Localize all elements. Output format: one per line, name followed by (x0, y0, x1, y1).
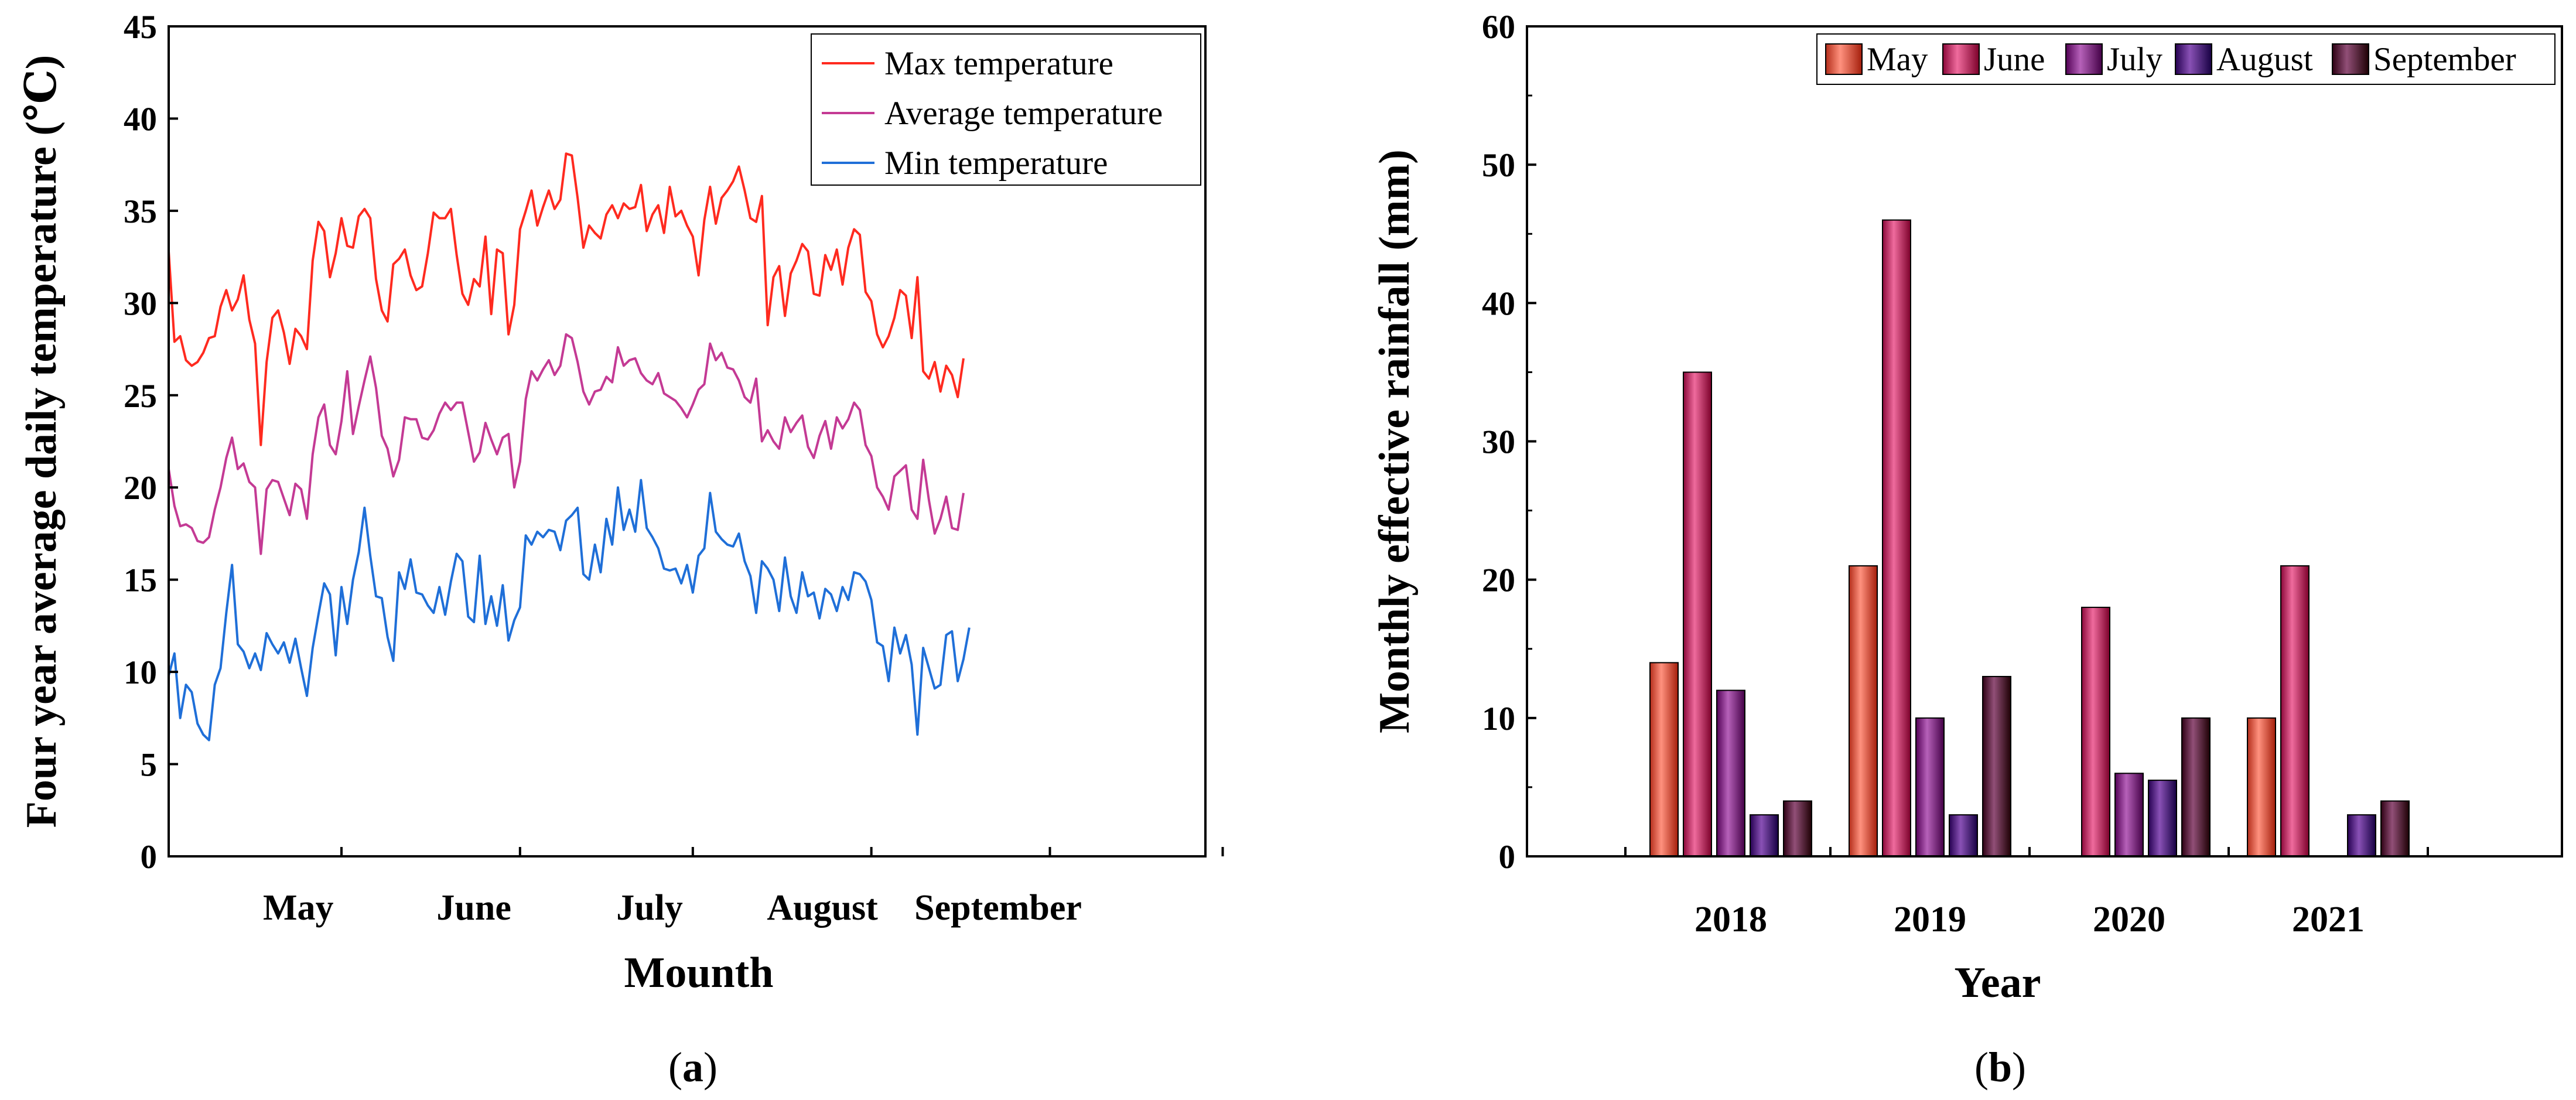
legend-swatch-september (2332, 43, 2369, 75)
legend-swatch-august (2175, 43, 2212, 75)
rainfall-bars (1649, 219, 2410, 858)
legend-label-may: May (1867, 41, 1928, 78)
month-label-may: May (263, 888, 334, 928)
legend-swatch-may (1825, 43, 1863, 75)
panel-a-month-labels: May June July August September (263, 888, 1082, 928)
year-label-2021: 2021 (2292, 900, 2365, 940)
year-label-2019: 2019 (1894, 900, 1966, 940)
bar-2019-september (1982, 675, 2011, 857)
y-tick-label: 45 (124, 9, 157, 46)
y-tick-label: 30 (124, 285, 157, 322)
panel-a-y-tick-labels: 0 5 10 15 20 25 30 35 40 45 (124, 9, 157, 876)
legend-label-avg: Average temperature (884, 95, 1163, 132)
bar-2018-september (1783, 800, 1812, 857)
panel-a-plot-frame (168, 25, 1207, 858)
y-tick-label: 10 (1482, 701, 1515, 737)
legend-label-min: Min temperature (884, 145, 1108, 182)
panel-b-year-labels: 2018 2019 2020 2021 (1694, 900, 2365, 940)
series-line-avg (168, 333, 965, 555)
y-tick-label: 0 (141, 839, 158, 876)
bar-2019-may (1849, 565, 1878, 857)
bar-2018-june (1683, 371, 1712, 857)
series-line-min (168, 479, 971, 742)
panel-b-x-axis-title: Year (1955, 959, 2041, 1007)
panel-b-rainfall-chart: 0 10 20 30 40 50 60 2018 2019 2020 2021 Year Mont… (1371, 9, 2563, 1091)
y-tick-label: 20 (1482, 562, 1515, 599)
y-tick-label: 40 (1482, 285, 1515, 322)
panel-a-caption: (a) (668, 1044, 718, 1091)
temperature-series-lines (168, 152, 971, 742)
bar-2021-may (2247, 717, 2276, 858)
panel-a-legend: Max temperature Average temperature Min te… (811, 33, 1201, 186)
legend-box (811, 33, 1201, 186)
bar-2018-july (1716, 689, 1745, 857)
bar-2020-august (2148, 780, 2177, 857)
bar-2021-june (2280, 565, 2309, 857)
y-tick-label: 20 (124, 470, 157, 507)
year-label-2020: 2020 (2093, 900, 2165, 940)
y-tick-label: 5 (141, 747, 158, 784)
bar-2018-august (1750, 814, 1779, 858)
bar-2018-may (1649, 662, 1679, 858)
month-label-september: September (914, 888, 1082, 928)
bar-2020-june (2081, 606, 2110, 858)
panel-b-caption-letter: b (1989, 1044, 2012, 1091)
y-tick-label: 60 (1482, 9, 1515, 46)
panel-b-y-tick-labels: 0 10 20 30 40 50 60 (1482, 9, 1515, 876)
legend-label-september: September (2373, 41, 2516, 78)
legend-label-max: Max temperature (884, 45, 1113, 82)
panel-a-y-axis-title: Four year average daily temperature (℃) (18, 55, 66, 828)
y-tick-label: 10 (124, 654, 157, 691)
bar-2019-july (1915, 717, 1945, 858)
bar-2021-september (2380, 800, 2410, 857)
panel-a-temperature-chart: 0 5 10 15 20 25 30 35 40 45 May June July August Sept… (18, 9, 1224, 1091)
series-line-max (168, 152, 965, 446)
panel-b-plot-frame (1526, 25, 2563, 858)
legend-swatch-june (1942, 43, 1980, 75)
month-label-june: June (436, 888, 511, 928)
legend-swatch-july (2065, 43, 2103, 75)
bar-2019-august (1949, 814, 1978, 858)
panel-b-legend: May June July August September (1816, 33, 2555, 85)
month-label-july: July (616, 888, 683, 928)
y-tick-label: 25 (124, 378, 157, 415)
year-label-2018: 2018 (1694, 900, 1767, 940)
y-tick-label: 0 (1499, 839, 1516, 876)
y-tick-label: 15 (124, 562, 157, 599)
panel-a-caption-letter: a (682, 1044, 703, 1091)
y-tick-label: 50 (1482, 147, 1515, 184)
bar-2020-september (2181, 717, 2211, 858)
bar-2020-july (2114, 773, 2144, 858)
bar-2021-august (2347, 814, 2376, 858)
y-tick-label: 35 (124, 193, 157, 230)
panel-a-ticks (169, 25, 1224, 858)
legend-label-june: June (1984, 41, 2045, 78)
month-label-august: August (767, 888, 878, 928)
panel-b-ticks (1527, 25, 2429, 858)
bar-2019-june (1882, 219, 1911, 858)
legend-label-august: August (2216, 41, 2313, 78)
panel-b-y-axis-title: Monthly effective rainfall (mm) (1371, 149, 1419, 733)
panel-a-x-axis-title: Mounth (624, 949, 774, 997)
y-tick-label: 40 (124, 101, 157, 138)
legend-label-july: July (2107, 41, 2163, 78)
y-tick-label: 30 (1482, 424, 1515, 461)
panel-b-caption: (b) (1974, 1044, 2026, 1091)
